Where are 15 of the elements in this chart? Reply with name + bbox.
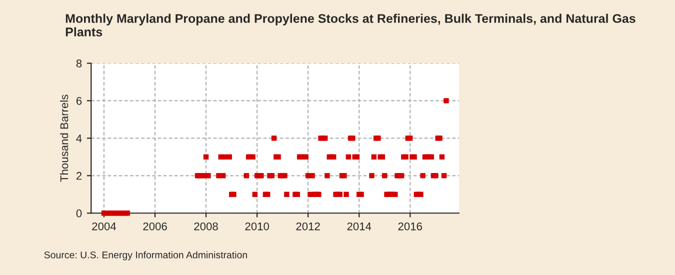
y-tick-label: 2 [76, 172, 82, 180]
chart-title: Monthly Maryland Propane and Propylene Stocks at Refineries, Bulk Terminals, and Natural Gas Plants [66, 14, 636, 36]
x-tick-label: 2008 [194, 222, 218, 230]
x-tick-label: 2012 [296, 222, 320, 230]
y-tick-label: 6 [76, 96, 82, 105]
y-axis-title: Thousand Barrels [60, 94, 68, 182]
y-tick-label: 0 [76, 209, 82, 218]
x-tick-label: 2010 [245, 222, 270, 230]
y-tick-label: 8 [76, 60, 82, 68]
x-tick-label: 2006 [143, 222, 167, 230]
source-note: Source: U.S. Energy Information Administration [44, 251, 247, 260]
x-tick-label: 2016 [398, 222, 422, 230]
x-tick-label: 2014 [347, 222, 372, 230]
y-tick-label: 4 [76, 134, 82, 142]
x-tick-label: 2004 [92, 222, 116, 230]
